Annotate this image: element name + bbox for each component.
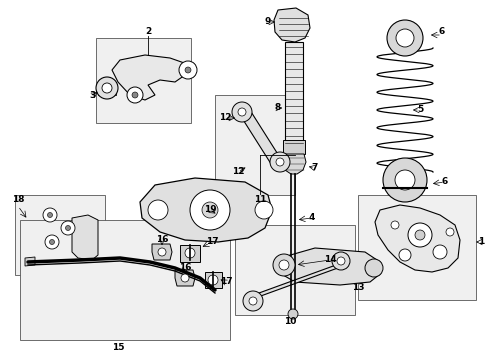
- Bar: [215, 95, 295, 195]
- Polygon shape: [152, 244, 172, 260]
- Bar: [285, 42, 303, 148]
- Text: 6: 6: [442, 177, 448, 186]
- Circle shape: [132, 92, 138, 98]
- Circle shape: [243, 291, 263, 311]
- Text: 6: 6: [439, 27, 445, 36]
- Circle shape: [43, 208, 57, 222]
- Text: 13: 13: [352, 284, 364, 292]
- Circle shape: [288, 309, 298, 319]
- Text: 1: 1: [478, 238, 484, 247]
- Bar: [15, 195, 105, 275]
- Circle shape: [270, 152, 290, 172]
- Text: 14: 14: [324, 256, 336, 265]
- Bar: [358, 195, 476, 300]
- Circle shape: [433, 245, 447, 259]
- Circle shape: [391, 221, 399, 229]
- Text: 8: 8: [275, 104, 281, 112]
- Text: 12: 12: [219, 113, 231, 122]
- Text: 12: 12: [232, 167, 244, 176]
- Circle shape: [61, 221, 75, 235]
- Bar: [283, 140, 305, 154]
- Circle shape: [337, 257, 345, 265]
- Polygon shape: [205, 272, 222, 288]
- Polygon shape: [235, 107, 286, 167]
- Polygon shape: [282, 154, 306, 174]
- Text: 15: 15: [112, 343, 124, 352]
- Circle shape: [365, 259, 383, 277]
- Circle shape: [238, 108, 246, 116]
- Polygon shape: [375, 205, 460, 272]
- Polygon shape: [248, 265, 346, 297]
- Circle shape: [48, 212, 52, 217]
- Circle shape: [279, 260, 289, 270]
- Text: 18: 18: [12, 195, 24, 204]
- Circle shape: [208, 275, 218, 285]
- Circle shape: [273, 254, 295, 276]
- Circle shape: [185, 248, 195, 258]
- Polygon shape: [25, 257, 35, 266]
- Text: 17: 17: [206, 238, 219, 247]
- Circle shape: [383, 158, 427, 202]
- Circle shape: [148, 200, 168, 220]
- Bar: [235, 225, 355, 315]
- Polygon shape: [175, 270, 195, 286]
- Circle shape: [396, 29, 414, 47]
- Polygon shape: [274, 8, 310, 42]
- Circle shape: [96, 77, 118, 99]
- Text: 7: 7: [312, 163, 318, 172]
- Circle shape: [49, 239, 54, 244]
- Polygon shape: [72, 215, 98, 260]
- Circle shape: [387, 20, 423, 56]
- Circle shape: [399, 249, 411, 261]
- Circle shape: [66, 225, 71, 230]
- Circle shape: [190, 190, 230, 230]
- Circle shape: [332, 252, 350, 270]
- Bar: [96, 38, 191, 123]
- Circle shape: [255, 201, 273, 219]
- Text: 4: 4: [309, 213, 315, 222]
- Circle shape: [408, 223, 432, 247]
- Circle shape: [395, 170, 415, 190]
- Text: 3: 3: [89, 91, 95, 100]
- Circle shape: [415, 230, 425, 240]
- Circle shape: [181, 274, 189, 282]
- Circle shape: [232, 102, 252, 122]
- Text: 17: 17: [220, 278, 232, 287]
- Bar: [20, 220, 230, 340]
- Circle shape: [102, 83, 112, 93]
- Circle shape: [202, 202, 218, 218]
- Circle shape: [446, 228, 454, 236]
- Text: 16: 16: [156, 235, 168, 244]
- Bar: [220, 195, 255, 223]
- Text: 19: 19: [204, 206, 216, 215]
- Text: 9: 9: [265, 18, 271, 27]
- Circle shape: [276, 158, 284, 166]
- Circle shape: [127, 87, 143, 103]
- Polygon shape: [180, 245, 200, 262]
- Text: 5: 5: [417, 105, 423, 114]
- Text: 10: 10: [284, 318, 296, 327]
- Circle shape: [185, 67, 191, 73]
- Text: 2: 2: [145, 27, 151, 36]
- Text: 16: 16: [179, 264, 191, 273]
- Circle shape: [179, 61, 197, 79]
- Polygon shape: [278, 248, 380, 285]
- Circle shape: [45, 235, 59, 249]
- Circle shape: [249, 297, 257, 305]
- Polygon shape: [112, 55, 190, 100]
- Text: 11: 11: [254, 195, 266, 204]
- Polygon shape: [140, 178, 272, 242]
- Circle shape: [158, 248, 166, 256]
